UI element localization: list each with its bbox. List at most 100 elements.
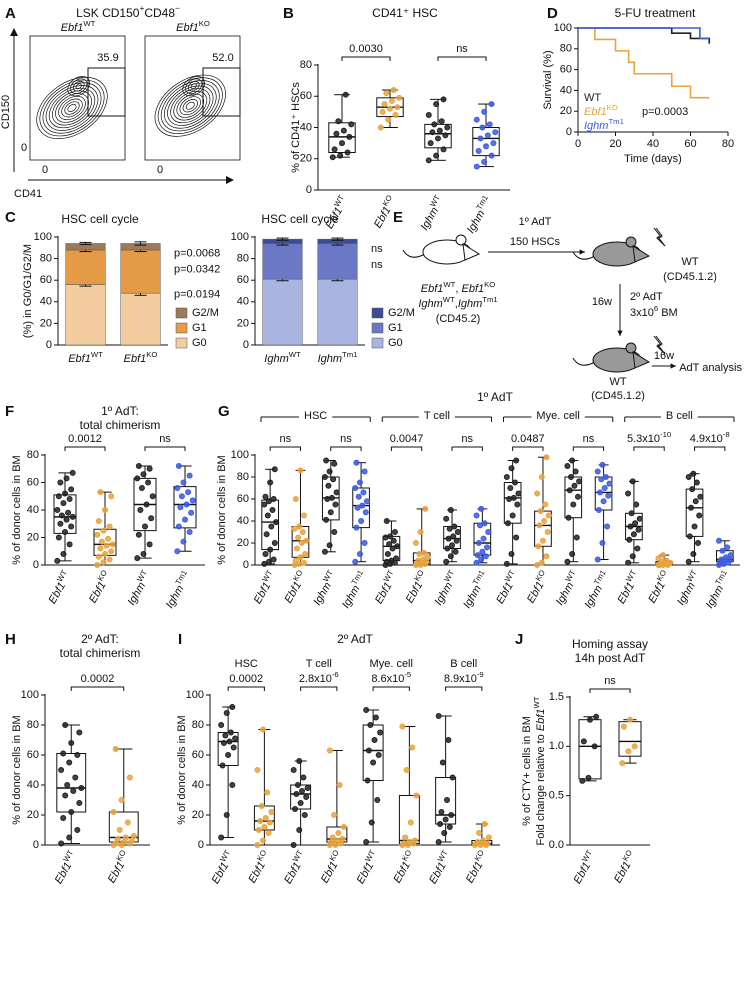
data-point bbox=[124, 819, 131, 826]
data-point bbox=[539, 537, 546, 544]
y-tick-label: 100 bbox=[231, 449, 249, 461]
data-point bbox=[481, 158, 488, 165]
data-point bbox=[477, 135, 484, 142]
data-point bbox=[102, 551, 108, 557]
data-point bbox=[413, 792, 420, 799]
text-run: Ebf1 bbox=[124, 353, 147, 365]
data-point bbox=[371, 737, 378, 743]
x-tick-label: Ebf1WT bbox=[612, 568, 643, 606]
y-axis-label: % of donor cells in BM bbox=[11, 455, 23, 564]
data-point bbox=[445, 535, 452, 542]
bar-segment bbox=[317, 278, 358, 346]
data-point bbox=[492, 129, 499, 136]
data-point bbox=[435, 839, 442, 845]
data-point bbox=[329, 154, 336, 161]
data-point bbox=[543, 553, 550, 560]
data-point bbox=[76, 800, 83, 806]
data-point bbox=[365, 747, 372, 754]
data-point bbox=[545, 512, 552, 519]
legend-label: G2/M bbox=[388, 307, 415, 319]
data-point bbox=[223, 710, 230, 716]
data-point bbox=[566, 487, 573, 494]
data-point bbox=[593, 713, 600, 720]
text-run: Ebf1 bbox=[68, 353, 91, 365]
text-run: Ighm bbox=[340, 583, 363, 610]
y-axis-label: % of donor cells in BM bbox=[176, 715, 188, 824]
text-run: Tm1 bbox=[470, 568, 485, 586]
comparison-bracket bbox=[70, 686, 125, 691]
text-run: WT bbox=[218, 848, 232, 863]
contour bbox=[48, 87, 96, 129]
x-tick-label: Ebf1WT bbox=[50, 848, 81, 886]
comparison-label: ns bbox=[583, 433, 595, 445]
data-point bbox=[227, 729, 234, 736]
text-run: WT bbox=[61, 848, 75, 863]
text-run: Ebf1 bbox=[61, 22, 84, 34]
comparison-label: 5.3x10-10 bbox=[627, 430, 671, 445]
y-tick-label: 20 bbox=[27, 531, 39, 543]
data-point bbox=[60, 551, 67, 557]
data-point bbox=[390, 87, 397, 93]
data-point bbox=[368, 819, 375, 826]
data-point bbox=[293, 545, 300, 552]
data-point bbox=[180, 479, 187, 486]
text-run: WT bbox=[290, 848, 304, 863]
data-point bbox=[508, 465, 515, 472]
text-run: Ebf1 bbox=[584, 106, 607, 118]
contour bbox=[185, 78, 203, 94]
data-point bbox=[443, 515, 450, 522]
x-tick-label: Ebf1KO bbox=[103, 848, 133, 885]
data-point bbox=[534, 562, 541, 568]
data-point bbox=[440, 96, 447, 103]
y-tick-label: 0 bbox=[46, 339, 52, 351]
data-point bbox=[353, 524, 360, 531]
data-point bbox=[480, 837, 487, 844]
y-axis-label: % of CD41⁺ HSCs bbox=[290, 82, 302, 173]
y-tick-label: 0 bbox=[198, 839, 204, 851]
x-tick-label: Ebf1WT bbox=[491, 568, 522, 606]
data-point bbox=[363, 498, 370, 505]
data-point bbox=[261, 560, 268, 567]
text-run: KO bbox=[484, 280, 495, 289]
data-point bbox=[374, 797, 381, 803]
y-tick-label: 0.0 bbox=[549, 839, 564, 851]
data-point bbox=[396, 94, 403, 101]
text-run: Ighm bbox=[164, 583, 187, 610]
text-run: WT bbox=[83, 19, 95, 28]
data-point bbox=[594, 468, 601, 475]
flow-plot-label: Ebf1KO bbox=[176, 19, 210, 34]
x-tick-label: IghmTm1 bbox=[337, 568, 370, 610]
contour bbox=[61, 98, 83, 118]
chart-title: 1º AdT bbox=[477, 390, 513, 404]
axis-tick: 0 bbox=[21, 142, 27, 154]
x-tick-label: Ebf1KO bbox=[401, 568, 431, 605]
y-tick-label: 40 bbox=[27, 504, 39, 516]
data-point bbox=[110, 809, 117, 815]
annotation: ns bbox=[371, 243, 383, 255]
axis-label: CD41 bbox=[14, 188, 42, 200]
data-point bbox=[513, 534, 520, 541]
data-point bbox=[572, 468, 579, 475]
data-point bbox=[143, 501, 150, 508]
data-point bbox=[384, 551, 391, 557]
data-point bbox=[348, 121, 355, 128]
data-point bbox=[326, 747, 333, 754]
data-point bbox=[363, 707, 370, 713]
y-tick-label: 20 bbox=[40, 317, 52, 329]
data-point bbox=[480, 535, 487, 542]
schematic-text: 16w bbox=[654, 350, 674, 362]
x-tick-label: Ebf1WT bbox=[370, 568, 401, 606]
data-point bbox=[333, 489, 340, 496]
contour bbox=[167, 85, 214, 126]
comparison-label: 0.0002 bbox=[81, 673, 115, 685]
contour bbox=[185, 101, 195, 110]
x-tick-label: 60 bbox=[684, 138, 696, 150]
comparison-bracket bbox=[445, 686, 483, 691]
text-run: Ighm bbox=[264, 353, 288, 365]
data-point bbox=[569, 551, 576, 557]
text-run: , bbox=[455, 298, 458, 310]
data-point bbox=[481, 821, 488, 827]
data-point bbox=[183, 501, 190, 508]
data-point bbox=[140, 551, 147, 557]
y-tick-label: 60 bbox=[300, 90, 312, 102]
